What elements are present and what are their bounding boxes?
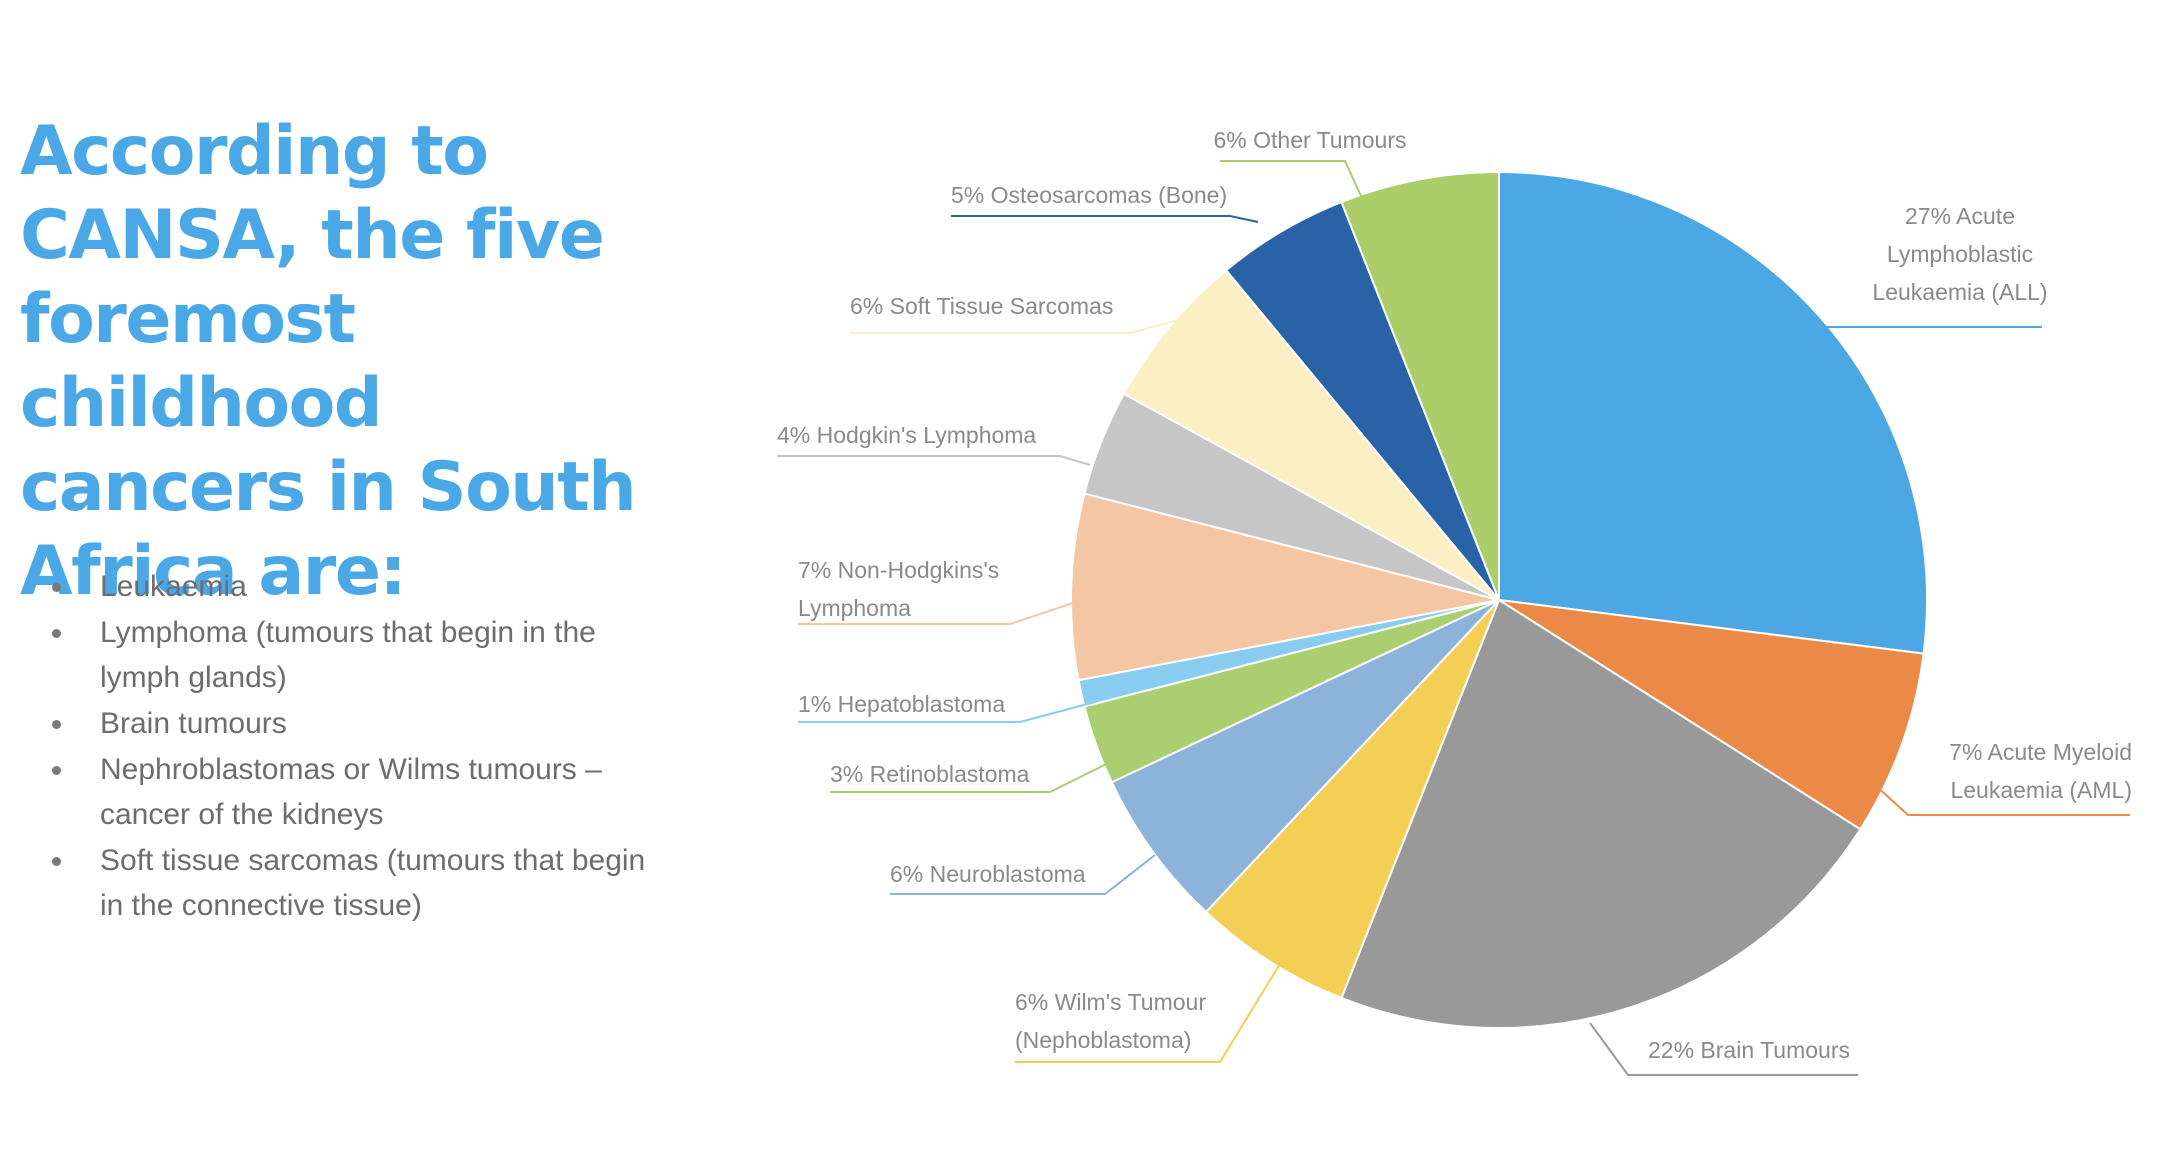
leader-line xyxy=(850,319,1179,334)
slice-label-line: 27% Acute xyxy=(1905,203,2015,229)
slice-label-line: 6% Soft Tissue Sarcomas xyxy=(850,293,1113,319)
leader-line xyxy=(1220,160,1373,221)
pie-slice xyxy=(1498,599,1925,831)
slice-label-line: Lymphoblastic xyxy=(1887,241,2033,267)
slice-label-line: 6% Wilm's Tumour xyxy=(1015,989,1206,1015)
heading-line: childhood xyxy=(20,364,383,443)
slice-label: 6% Soft Tissue Sarcomas xyxy=(850,293,1113,319)
leader-line xyxy=(890,854,1156,895)
heading-line: CANSA, the five xyxy=(20,196,605,275)
leader-line xyxy=(1015,917,1309,1063)
slice-label-line: Leukaemia (ALL) xyxy=(1872,279,2047,305)
pie-slice xyxy=(1498,170,1928,655)
slice-label: 6% Wilm's Tumour (Nephoblastoma) xyxy=(1015,989,1206,1053)
slice-label: 7% Non-Hodgkins's Lymphoma xyxy=(798,557,999,621)
slice-label-line: 5% Osteosarcomas (Bone) xyxy=(951,182,1227,208)
slice-label: 4% Hodgkin's Lymphoma xyxy=(777,422,1036,448)
pie-slice xyxy=(1340,170,1500,601)
slice-label-line: 22% Brain Tumours xyxy=(1648,1037,1850,1063)
list-item: Nephroblastomas or Wilms tumours – cance… xyxy=(52,747,652,837)
leader-line xyxy=(1794,711,2130,816)
slice-label-line: 4% Hodgkin's Lymphoma xyxy=(777,422,1036,448)
slice-label: 1% Hepatoblastoma xyxy=(798,691,1005,717)
text-panel: According to CANSA, the five foremost ch… xyxy=(20,110,660,614)
leader-line xyxy=(1589,1022,1858,1076)
slice-label-line: 6% Neuroblastoma xyxy=(890,861,1086,887)
page-heading: According to CANSA, the five foremost ch… xyxy=(20,110,660,614)
pie-slice xyxy=(1204,599,1500,1000)
list-item: Soft tissue sarcomas (tumours that begin… xyxy=(52,838,652,928)
pie-slice xyxy=(1110,599,1500,914)
slice-label: 22% Brain Tumours xyxy=(1648,1037,1850,1063)
slice-label-line: 3% Retinoblastoma xyxy=(830,761,1030,787)
heading-line: foremost xyxy=(20,280,356,359)
pie-chart-container: 27% Acute Lymphoblastic Leukaemia (ALL) 7% … xyxy=(760,100,2160,1120)
pie-slice xyxy=(1070,492,1500,682)
leader-line xyxy=(830,724,1186,793)
list-item: Brain tumours xyxy=(52,701,652,746)
pie-slice xyxy=(1122,268,1500,601)
heading-line: cancers in South xyxy=(20,448,637,527)
pie-chart: 27% Acute Lymphoblastic Leukaemia (ALL) 7% … xyxy=(777,127,2132,1076)
leader-line xyxy=(951,215,1259,223)
slice-label: 3% Retinoblastoma xyxy=(830,761,1030,787)
slice-label-line: 7% Non-Hodgkins's xyxy=(798,557,999,583)
leader-line xyxy=(777,455,1091,466)
pie-slice xyxy=(1340,598,1862,1029)
slice-label-line: 6% Other Tumours xyxy=(1213,127,1406,153)
heading-line: According to xyxy=(20,112,489,191)
leader-line xyxy=(798,583,1131,625)
slice-label-line: Leukaemia (AML) xyxy=(1950,777,2132,803)
list-item: Leukaemia xyxy=(52,564,652,609)
slice-label: 27% Acute Lymphoblastic Leukaemia (ALL) xyxy=(1872,203,2047,305)
slice-label: 5% Osteosarcomas (Bone) xyxy=(951,182,1227,208)
slice-label-line: 1% Hepatoblastoma xyxy=(798,691,1005,717)
slice-label: 6% Other Tumours xyxy=(1213,127,1406,153)
slice-label-line: 7% Acute Myeloid xyxy=(1949,739,2132,765)
slice-label: 7% Acute Myeloid Leukaemia (AML) xyxy=(1949,739,2132,803)
leader-line xyxy=(798,701,1096,723)
slice-label-line: (Nephoblastoma) xyxy=(1015,1027,1191,1053)
cancer-list: Leukaemia Lymphoma (tumours that begin i… xyxy=(52,564,652,929)
heading-line: Africa are: xyxy=(20,532,407,611)
slice-label-line: Lymphoma xyxy=(798,595,911,621)
slice-label: 6% Neuroblastoma xyxy=(890,861,1086,887)
list-item: Lymphoma (tumours that begin in the lymp… xyxy=(52,610,652,700)
